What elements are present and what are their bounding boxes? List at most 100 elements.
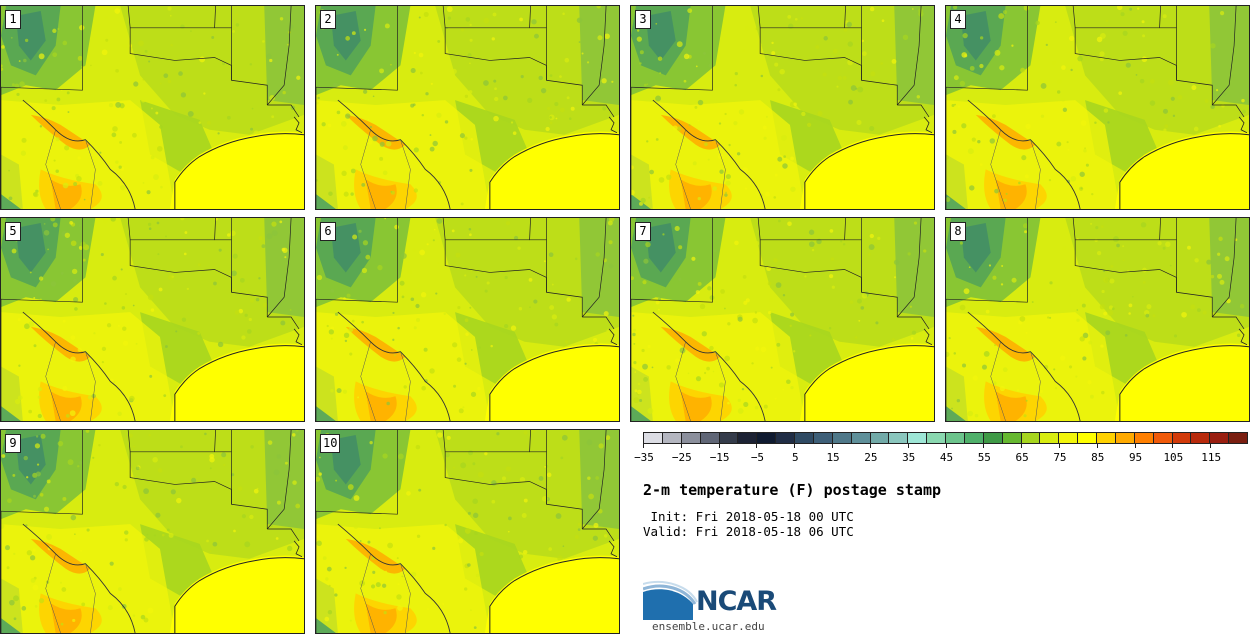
colorbar-cell xyxy=(983,433,1003,443)
colorbar-tick xyxy=(945,444,947,448)
colorbar-cell xyxy=(644,433,663,443)
map-panel: 9 xyxy=(0,429,305,634)
temperature-map xyxy=(316,430,619,633)
map-panel: 5 xyxy=(0,217,305,422)
panel-label: 10 xyxy=(320,434,341,453)
colorbar-cell xyxy=(738,433,758,443)
temperature-map xyxy=(316,6,619,209)
map-panel: 1 xyxy=(0,5,305,210)
panel-label: 5 xyxy=(5,222,21,241)
colorbar-cell xyxy=(1229,433,1247,443)
colorbar-cell xyxy=(681,433,701,443)
colorbar-tick xyxy=(1210,444,1212,448)
chart-title: 2-m temperature (F) postage stamp xyxy=(643,481,942,499)
panel-label: 2 xyxy=(320,10,336,29)
colorbar-cell xyxy=(719,433,739,443)
temperature-colorbar xyxy=(643,432,1248,444)
colorbar-tick-label: 5 xyxy=(791,451,799,464)
panel-label: 7 xyxy=(635,222,651,241)
colorbar-tick xyxy=(832,444,834,448)
temperature-map xyxy=(631,6,934,209)
panel-label: 1 xyxy=(5,10,21,29)
colorbar-tick-label: −15 xyxy=(709,451,730,464)
map-panel: 10 xyxy=(315,429,620,634)
map-panel: 3 xyxy=(630,5,935,210)
colorbar-tick-label: 25 xyxy=(864,451,878,464)
panel-label: 8 xyxy=(950,222,966,241)
colorbar-cell xyxy=(832,433,852,443)
panel-label: 4 xyxy=(950,10,966,29)
colorbar-tick-label: −25 xyxy=(671,451,692,464)
colorbar-cell xyxy=(1191,433,1211,443)
colorbar-tick-label: 105 xyxy=(1163,451,1184,464)
map-panel: 6 xyxy=(315,217,620,422)
temperature-map xyxy=(631,218,934,421)
colorbar-cell xyxy=(776,433,795,443)
colorbar-tick xyxy=(1134,444,1136,448)
colorbar-tick-label: 75 xyxy=(1053,451,1067,464)
colorbar-cell xyxy=(813,433,833,443)
panel-label: 9 xyxy=(5,434,21,453)
colorbar-cell xyxy=(1021,433,1041,443)
temperature-map xyxy=(1,6,304,209)
colorbar-cell xyxy=(889,433,909,443)
colorbar-cell xyxy=(700,433,720,443)
colorbar-cell xyxy=(1078,433,1097,443)
colorbar-tick xyxy=(718,444,720,448)
colorbar-tick xyxy=(869,444,871,448)
temperature-map xyxy=(1,430,304,633)
colorbar-cell xyxy=(851,433,871,443)
logo-wordmark: NCAR xyxy=(696,586,777,617)
map-panel: 4 xyxy=(945,5,1250,210)
colorbar-cell xyxy=(1172,433,1192,443)
colorbar-tick-label: 55 xyxy=(977,451,991,464)
colorbar-cell xyxy=(1040,433,1060,443)
temperature-map xyxy=(946,218,1249,421)
colorbar-cell xyxy=(908,433,928,443)
temperature-map xyxy=(1,218,304,421)
colorbar-cell xyxy=(946,433,965,443)
colorbar-tick xyxy=(680,444,682,448)
colorbar-tick-label: −5 xyxy=(750,451,765,464)
colorbar-cell xyxy=(1153,433,1173,443)
colorbar-tick xyxy=(983,444,985,448)
colorbar-cell xyxy=(964,433,984,443)
colorbar-tick xyxy=(643,444,644,448)
colorbar-ticks: −35 −25 −15 −5 5 15 25 35 45 55 65 75 85 95 105 115 xyxy=(634,444,1248,464)
panel-label: 6 xyxy=(320,222,336,241)
colorbar-tick-label: 115 xyxy=(1201,451,1222,464)
colorbar-tick xyxy=(794,444,796,448)
colorbar-tick-label: 85 xyxy=(1091,451,1105,464)
colorbar-tick-label: 95 xyxy=(1128,451,1143,464)
colorbar-tick xyxy=(1058,444,1060,448)
colorbar-tick-label: −35 xyxy=(634,451,654,464)
colorbar-tick-label: 35 xyxy=(902,451,916,464)
colorbar-cell xyxy=(795,433,814,443)
init-time: Init: Fri 2018-05-18 00 UTC xyxy=(643,509,854,524)
colorbar-cell xyxy=(1210,433,1230,443)
temperature-map xyxy=(946,6,1249,209)
temperature-map xyxy=(316,218,619,421)
map-panel: 2 xyxy=(315,5,620,210)
valid-time: Valid: Fri 2018-05-18 06 UTC xyxy=(643,524,854,539)
colorbar-cell xyxy=(1097,433,1116,443)
colorbar-tick-label: 45 xyxy=(939,451,954,464)
colorbar-tick xyxy=(1096,444,1098,448)
colorbar-cell xyxy=(927,433,946,443)
colorbar-cell xyxy=(870,433,890,443)
colorbar-tick xyxy=(907,444,909,448)
colorbar-tick-label: 15 xyxy=(826,451,840,464)
colorbar-cell xyxy=(757,433,777,443)
map-panel: 8 xyxy=(945,217,1250,422)
colorbar-cell xyxy=(1059,433,1079,443)
colorbar-tick xyxy=(1172,444,1174,448)
colorbar-tick xyxy=(1021,444,1023,448)
colorbar-cell xyxy=(1115,433,1135,443)
colorbar-tick xyxy=(756,444,758,448)
colorbar-tick-label: 65 xyxy=(1015,451,1029,464)
ncar-logo-icon xyxy=(643,581,698,620)
map-panel: 7 xyxy=(630,217,935,422)
colorbar-cell xyxy=(662,433,682,443)
colorbar-cell xyxy=(1134,433,1154,443)
panel-label: 3 xyxy=(635,10,651,29)
